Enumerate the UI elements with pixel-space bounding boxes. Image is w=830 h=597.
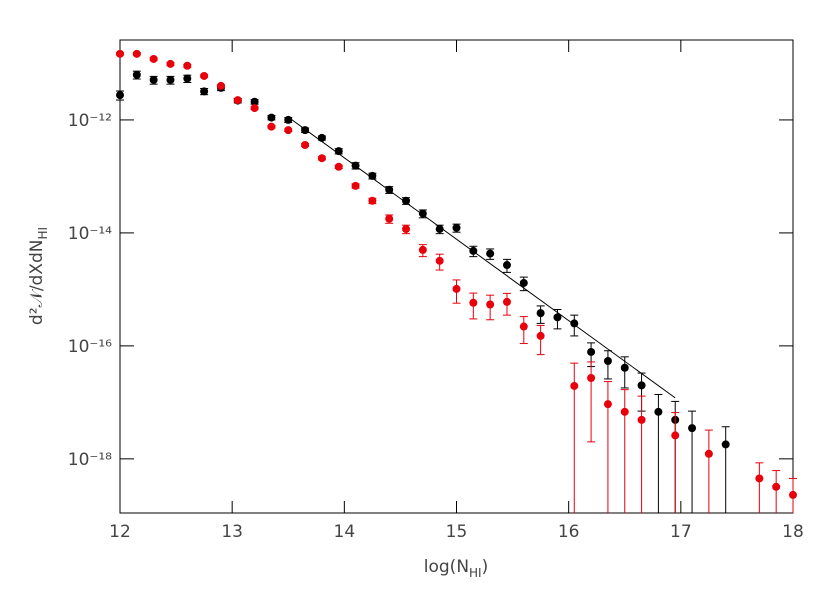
data-point xyxy=(368,171,377,180)
x-tick-label: 13 xyxy=(221,522,243,542)
y-tick-label: 10⁻¹⁸ xyxy=(68,450,112,470)
data-point xyxy=(536,331,545,340)
data-point xyxy=(502,297,511,306)
data-point xyxy=(688,424,697,433)
data-point xyxy=(553,313,562,322)
y-label-main: d²𝒩/dXdN xyxy=(27,239,47,325)
data-point xyxy=(637,415,646,424)
data-point xyxy=(418,209,427,218)
data-point xyxy=(704,449,713,458)
data-point xyxy=(351,181,360,190)
data-point xyxy=(317,154,326,163)
data-point xyxy=(116,49,124,58)
data-point xyxy=(334,147,343,156)
data-point xyxy=(200,71,209,80)
data-point xyxy=(435,256,444,265)
data-point xyxy=(402,225,411,234)
data-point xyxy=(620,363,629,372)
y-tick-label: 10⁻¹⁴ xyxy=(68,224,112,244)
data-point xyxy=(250,97,259,106)
data-point xyxy=(671,431,680,440)
x-tick-label: 18 xyxy=(782,522,804,542)
y-tick-label: 10⁻¹² xyxy=(68,111,112,131)
data-point xyxy=(385,214,394,223)
x-tick-label: 14 xyxy=(334,522,356,542)
y-tick-label: 10⁻¹⁶ xyxy=(68,337,112,357)
x-tick-label: 17 xyxy=(670,522,692,542)
data-point xyxy=(317,133,326,142)
data-point xyxy=(132,49,141,58)
data-point xyxy=(637,381,646,390)
data-point xyxy=(301,140,310,149)
data-point xyxy=(603,356,612,365)
data-point xyxy=(267,113,276,122)
y-axis-label: d²𝒩/dXdNHI xyxy=(27,227,50,325)
data-point xyxy=(452,284,461,293)
x-tick-label: 12 xyxy=(109,522,131,542)
data-point xyxy=(284,115,293,124)
data-point xyxy=(587,347,596,356)
data-point xyxy=(183,61,192,70)
data-point xyxy=(284,126,293,135)
data-point xyxy=(587,373,596,382)
x-label-main: log(N xyxy=(424,557,469,577)
data-point xyxy=(166,59,175,68)
x-tick-label: 15 xyxy=(446,522,468,542)
data-point xyxy=(486,249,495,258)
data-point xyxy=(603,400,612,409)
x-axis-label: log(NHI) xyxy=(424,557,488,580)
data-point xyxy=(200,87,209,96)
data-point xyxy=(755,474,764,483)
data-point xyxy=(216,81,225,90)
data-point xyxy=(334,162,343,171)
data-point xyxy=(654,407,663,416)
data-point xyxy=(435,225,444,234)
x-tick-label: 16 xyxy=(558,522,580,542)
data-point xyxy=(789,490,797,499)
data-point xyxy=(519,322,528,331)
x-label-sub: HI xyxy=(469,566,482,580)
data-point xyxy=(149,75,158,84)
data-point xyxy=(536,309,545,318)
data-point xyxy=(486,300,495,309)
data-point xyxy=(469,298,478,307)
data-point xyxy=(233,96,242,105)
data-point xyxy=(116,91,124,100)
data-point xyxy=(772,482,781,491)
data-point xyxy=(519,278,528,287)
data-point xyxy=(183,74,192,83)
data-point xyxy=(132,70,141,79)
x-label-end: ) xyxy=(482,557,489,577)
data-point xyxy=(149,54,158,63)
data-point xyxy=(570,319,579,328)
y-label-sub: HI xyxy=(36,227,50,240)
data-point xyxy=(166,75,175,84)
data-point xyxy=(402,196,411,205)
data-point xyxy=(267,122,276,131)
data-point xyxy=(570,381,579,390)
data-point xyxy=(620,407,629,416)
data-point xyxy=(368,196,377,205)
data-point xyxy=(721,440,730,449)
data-point xyxy=(418,245,427,254)
data-point xyxy=(452,223,461,232)
data-point xyxy=(250,104,259,113)
data-point xyxy=(502,261,511,270)
fit-line xyxy=(287,116,676,399)
